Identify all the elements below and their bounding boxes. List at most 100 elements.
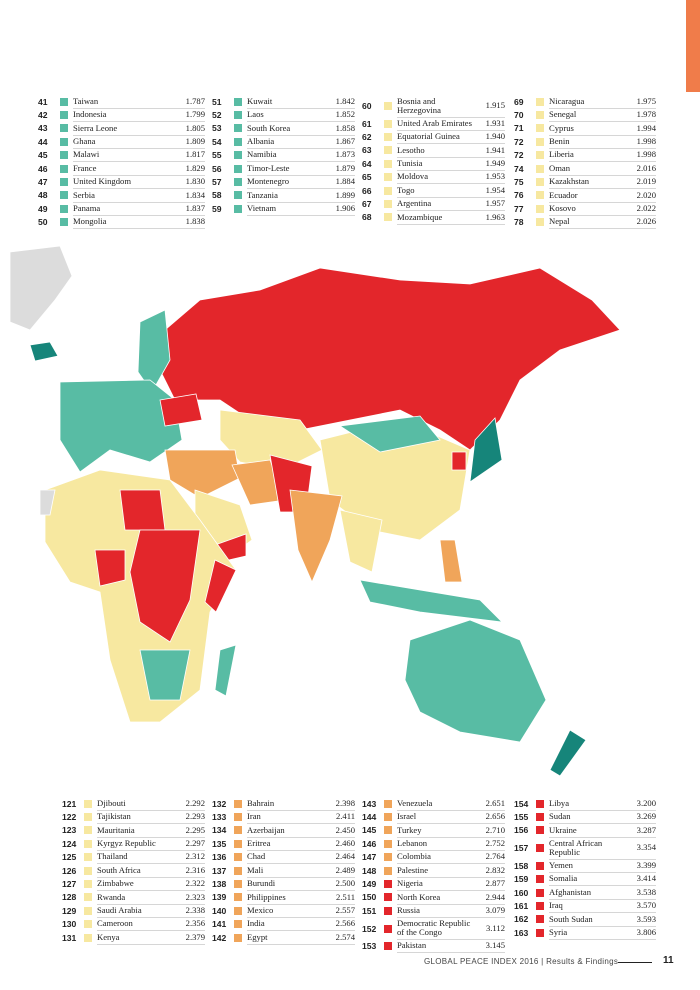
row-cell: France 1.829 [73,161,205,176]
row-cell: Mexico 2.557 [247,904,355,919]
color-key [536,826,544,835]
row-cell: Democratic Republic of the Congo 3.112 [397,917,505,941]
row-cell: Sierra Leone 1.805 [73,121,205,136]
rank: 129 [62,905,77,916]
country: Tunisia [397,158,423,169]
score: 3.399 [636,860,656,871]
country: Kenya [97,931,120,942]
score: 1.994 [636,122,656,133]
table-row: 149 Nigeria 2.877 [362,877,505,892]
table-row: 67 Argentina 1.957 [362,197,505,212]
row-cell: Timor-Leste 1.879 [247,161,355,176]
row-cell: South Africa 2.316 [97,863,205,878]
rank-table: 154 Libya 3.200 155 Sudan 3.269 156 Ukraine 3.28… [514,797,656,941]
score: 1.799 [185,109,205,120]
row-cell: Moldova 1.953 [397,170,505,185]
country: Argentina [397,198,432,209]
row-cell: Djibouti 2.292 [97,797,205,811]
country: Lesotho [397,144,425,155]
color-key [234,906,242,915]
rank: 55 [212,150,222,161]
score: 3.112 [485,922,505,933]
color-key [536,915,544,924]
color-key [234,880,242,889]
rank: 126 [62,865,77,876]
country: Pakistan [397,940,427,951]
table-row: 55 Namibia 1.873 [212,149,355,163]
row-cell: Cyprus 1.994 [549,121,656,136]
country: Panama [73,203,101,214]
table-row: 161 Iraq 3.570 [514,899,656,914]
rank: 41 [38,96,48,107]
page-number: 11 [663,955,674,966]
row-cell: Nigeria 2.877 [397,877,505,892]
color-key [60,164,68,173]
color-key [84,893,92,902]
color-key [60,191,68,200]
table-row: 156 Ukraine 3.287 [514,824,656,838]
table-row: 141 India 2.566 [212,918,355,932]
country: Serbia [73,189,95,200]
row-cell: Tanzania 1.899 [247,188,355,203]
row-cell: Ecuador 2.020 [549,188,656,203]
score: 2.557 [335,905,355,916]
score: 1.787 [185,95,205,106]
score: 3.806 [636,927,656,938]
score: 2.651 [485,797,505,808]
row-cell: Syria 3.806 [549,926,656,941]
rank: 151 [362,905,377,916]
table-row: 62 Equatorial Guinea 1.940 [362,130,505,145]
table-row: 122 Tajikistan 2.293 [62,810,205,825]
row-cell: Kosovo 2.022 [549,202,656,217]
rank: 155 [514,812,529,823]
score: 1.837 [185,203,205,214]
color-key [234,151,242,160]
rank: 49 [38,203,48,214]
footer-text: GLOBAL PEACE INDEX 2016 | Results & Find… [424,957,619,966]
country: Palestine [397,864,429,875]
color-key [60,137,68,146]
row-cell: North Korea 2.944 [397,890,505,905]
table-row: 127 Zimbabwe 2.322 [62,877,205,892]
color-key [536,813,544,822]
score: 1.834 [185,189,205,200]
rank: 67 [362,199,372,210]
row-cell: Burundi 2.500 [247,877,355,892]
score: 1.957 [485,198,505,209]
rank: 153 [362,941,377,952]
rank: 42 [38,110,48,121]
score: 1.941 [485,144,505,155]
rank: 128 [62,892,77,903]
score: 2.316 [185,864,205,875]
country: Oman [549,162,571,173]
color-key [234,826,242,835]
row-cell: Yemen 3.399 [549,859,656,874]
rank: 50 [38,217,48,228]
table-row: 147 Colombia 2.764 [362,851,505,865]
rank: 62 [362,132,372,143]
country: Libya [549,797,570,808]
color-key [384,133,392,142]
score: 1.998 [636,149,656,160]
color-key [84,920,92,929]
score: 1.805 [185,122,205,133]
rank: 149 [362,879,377,890]
country: Djibouti [97,797,126,808]
color-key [536,902,544,911]
table-row: 60 Bosnia and Herzegovina 1.915 [362,95,505,118]
country: Montenegro [247,176,290,187]
score: 2.500 [335,878,355,889]
country: France [73,162,97,173]
row-cell: Palestine 2.832 [397,863,505,878]
rank: 65 [362,172,372,183]
country: South Sudan [549,913,593,924]
rank: 44 [38,136,48,147]
color-key [384,924,392,933]
color-key [384,853,392,862]
rank: 45 [38,150,48,161]
country: Yemen [549,860,573,871]
color-key [234,920,242,929]
row-cell: Thailand 2.312 [97,850,205,865]
rank-table: 143 Venezuela 2.651 144 Israel 2.656 145 Turkey… [362,797,505,954]
row-cell: South Korea 1.858 [247,121,355,136]
